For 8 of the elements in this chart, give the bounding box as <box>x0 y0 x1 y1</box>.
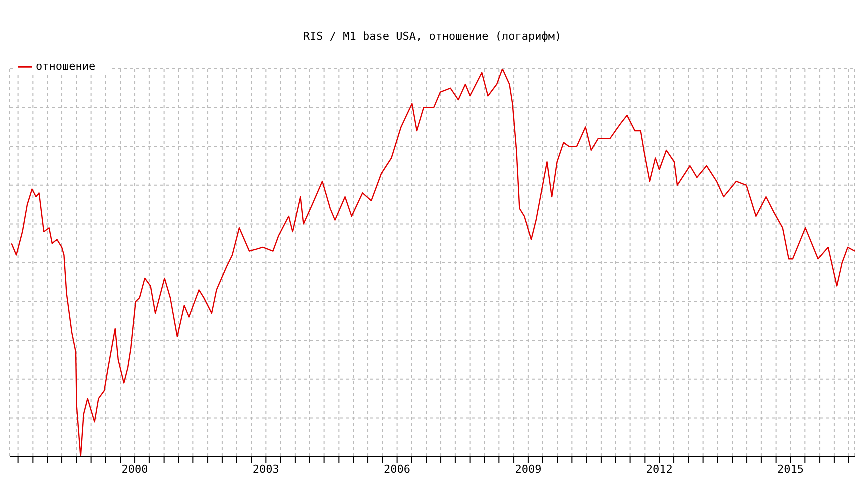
legend-label: отношение <box>36 60 96 74</box>
x-tick-label: 2000 <box>122 462 148 476</box>
chart-title: RIS / M1 base USA, отношение (логарифм) <box>302 30 563 43</box>
x-tick-label: 2006 <box>384 462 411 476</box>
x-tick-label: 2003 <box>252 462 280 476</box>
x-tick-label: 2009 <box>515 462 542 476</box>
x-tick-label: 2012 <box>646 462 673 476</box>
x-tick-label: 2015 <box>777 462 804 476</box>
